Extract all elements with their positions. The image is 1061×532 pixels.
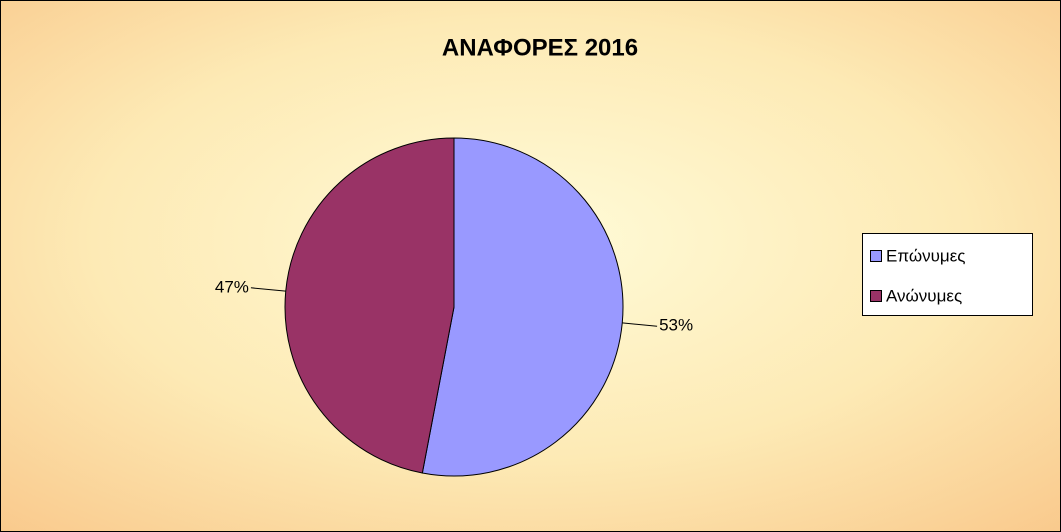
legend-label: Ανώνυμες	[886, 286, 962, 305]
legend-label: Επώνυμες	[886, 246, 965, 265]
data-label: 47%	[215, 277, 249, 296]
legend-swatch	[870, 290, 882, 302]
leader-line	[250, 287, 286, 292]
pie-slice	[421, 137, 624, 477]
data-label: 53%	[659, 316, 693, 335]
legend-box	[862, 233, 1033, 316]
leader-line	[622, 322, 658, 327]
pie-slice	[284, 137, 455, 474]
legend-swatch	[870, 250, 882, 262]
chart-title: ΑΝΑΦΟΡΕΣ 2016	[442, 34, 638, 61]
